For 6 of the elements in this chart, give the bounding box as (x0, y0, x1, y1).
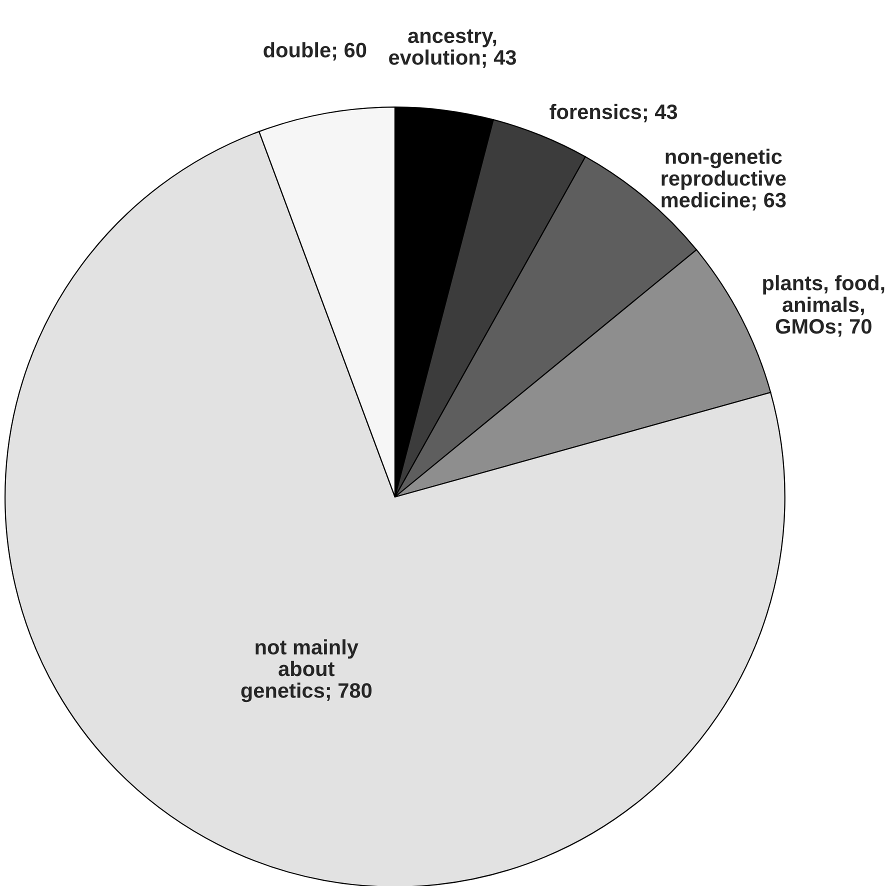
slice-label: ancestry, evolution; 43 (389, 29, 516, 68)
slice-label: not mainly about genetics; 780 (241, 639, 372, 702)
slice-label: forensics; 43 (550, 104, 678, 122)
slice-label: double; 60 (264, 42, 366, 60)
slice-label: plants, food, animals, GMOs; 70 (763, 275, 884, 337)
slice-label: non-genetic reproductive medicine; 63 (662, 148, 786, 210)
